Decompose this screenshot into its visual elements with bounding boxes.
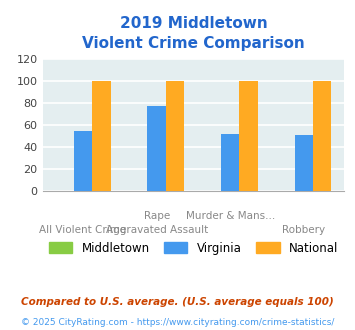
Bar (295, 135, 313, 191)
Bar (147, 106, 166, 191)
Text: All Violent Crime: All Violent Crime (39, 225, 127, 235)
Text: Compared to U.S. average. (U.S. average equals 100): Compared to U.S. average. (U.S. average … (21, 297, 334, 307)
Bar (313, 82, 332, 191)
Legend: Middletown, Virginia, National: Middletown, Virginia, National (44, 237, 343, 259)
Text: Aggravated Assault: Aggravated Assault (105, 225, 208, 235)
Title: 2019 Middletown
Violent Crime Comparison: 2019 Middletown Violent Crime Comparison (82, 16, 305, 51)
Text: © 2025 CityRating.com - https://www.cityrating.com/crime-statistics/: © 2025 CityRating.com - https://www.city… (21, 318, 334, 327)
Bar (166, 82, 184, 191)
Bar (240, 82, 258, 191)
Bar (92, 82, 111, 191)
Bar (74, 131, 92, 191)
Text: Murder & Mans...: Murder & Mans... (186, 211, 275, 221)
Text: Robbery: Robbery (282, 225, 326, 235)
Text: Rape: Rape (143, 211, 170, 221)
Bar (221, 134, 240, 191)
